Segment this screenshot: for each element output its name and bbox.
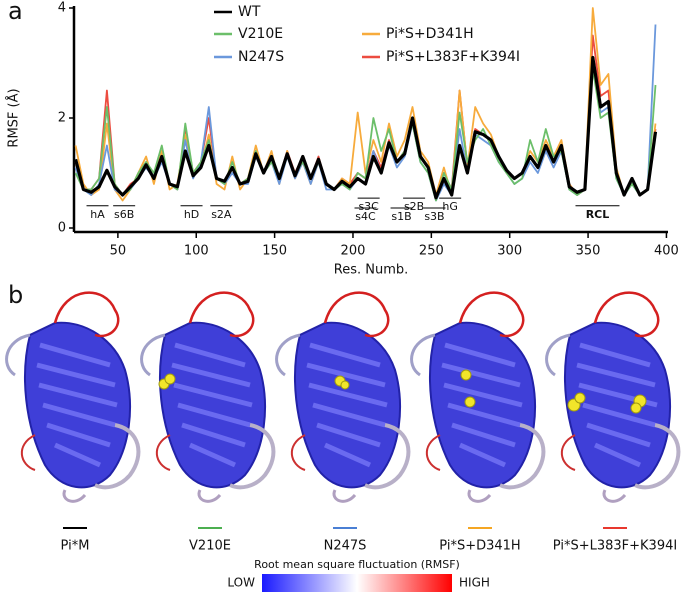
protein-structure <box>142 293 274 502</box>
protein-structure <box>277 293 409 502</box>
x-tick-label: 50 <box>110 244 127 259</box>
colorbar-low: LOW <box>227 576 255 590</box>
structures <box>7 293 679 502</box>
rmsf-chart: 0 2 4 50 100 150 200 250 300 350 400 Res. Numb. RMSF… <box>6 1 679 278</box>
mutation-spheres <box>158 369 647 414</box>
colorbar-title: Root mean square fluctuation (RMSF) <box>254 558 460 571</box>
series-line <box>74 55 658 200</box>
legend-label: N247S <box>238 49 284 65</box>
y-tick-label: 2 <box>58 111 66 126</box>
annotation: RCL <box>586 208 610 221</box>
legend-label: V210E <box>238 26 283 42</box>
protein-structure <box>412 293 544 502</box>
structure-label: Pi*M <box>61 539 90 554</box>
annotation: hA <box>90 208 105 221</box>
annotation: s2A <box>211 208 232 221</box>
panel-label: b <box>8 281 23 309</box>
legend-label: WT <box>238 4 261 20</box>
legend-label: Pi*S+L383F+K394I <box>386 49 520 65</box>
x-tick-label: 200 <box>341 244 366 259</box>
legend-label: Pi*S+D341H <box>386 26 474 42</box>
x-tick-label: 150 <box>262 244 287 259</box>
structure-labels: Pi*M V210E N247S Pi*S+D341H Pi*S+L383F+K394I <box>61 527 677 554</box>
protein-structure <box>547 293 679 502</box>
colorbar-high: HIGH <box>459 576 490 590</box>
structure-label: N247S <box>324 539 367 554</box>
structure-label: Pi*S+L383F+K394I <box>553 539 677 554</box>
annotation: hD <box>184 208 199 221</box>
colorbar <box>262 574 452 592</box>
y-tick-label: 4 <box>58 1 66 16</box>
panel-label: a <box>8 0 23 25</box>
structure-label: V210E <box>189 539 231 554</box>
x-tick-label: 300 <box>497 244 522 259</box>
y-axis-label: RMSF (Å) <box>6 88 22 147</box>
x-axis-label: Res. Numb. <box>334 263 409 278</box>
x-tick-label: 100 <box>184 244 209 259</box>
x-tick-label: 400 <box>654 244 679 259</box>
annotation: s2B <box>404 200 424 213</box>
annotation: s3B <box>424 210 444 223</box>
x-tick-label: 350 <box>576 244 601 259</box>
annotation: s3C <box>358 200 379 213</box>
x-tick-label: 250 <box>419 244 444 259</box>
protein-structure <box>7 293 139 502</box>
annotation: s1B <box>391 210 411 223</box>
annotation: s6B <box>114 208 134 221</box>
y-tick-label: 0 <box>58 221 66 236</box>
annotation: s4C <box>355 210 376 223</box>
structure-label: Pi*S+D341H <box>439 539 520 554</box>
annotation: hG <box>442 200 458 213</box>
